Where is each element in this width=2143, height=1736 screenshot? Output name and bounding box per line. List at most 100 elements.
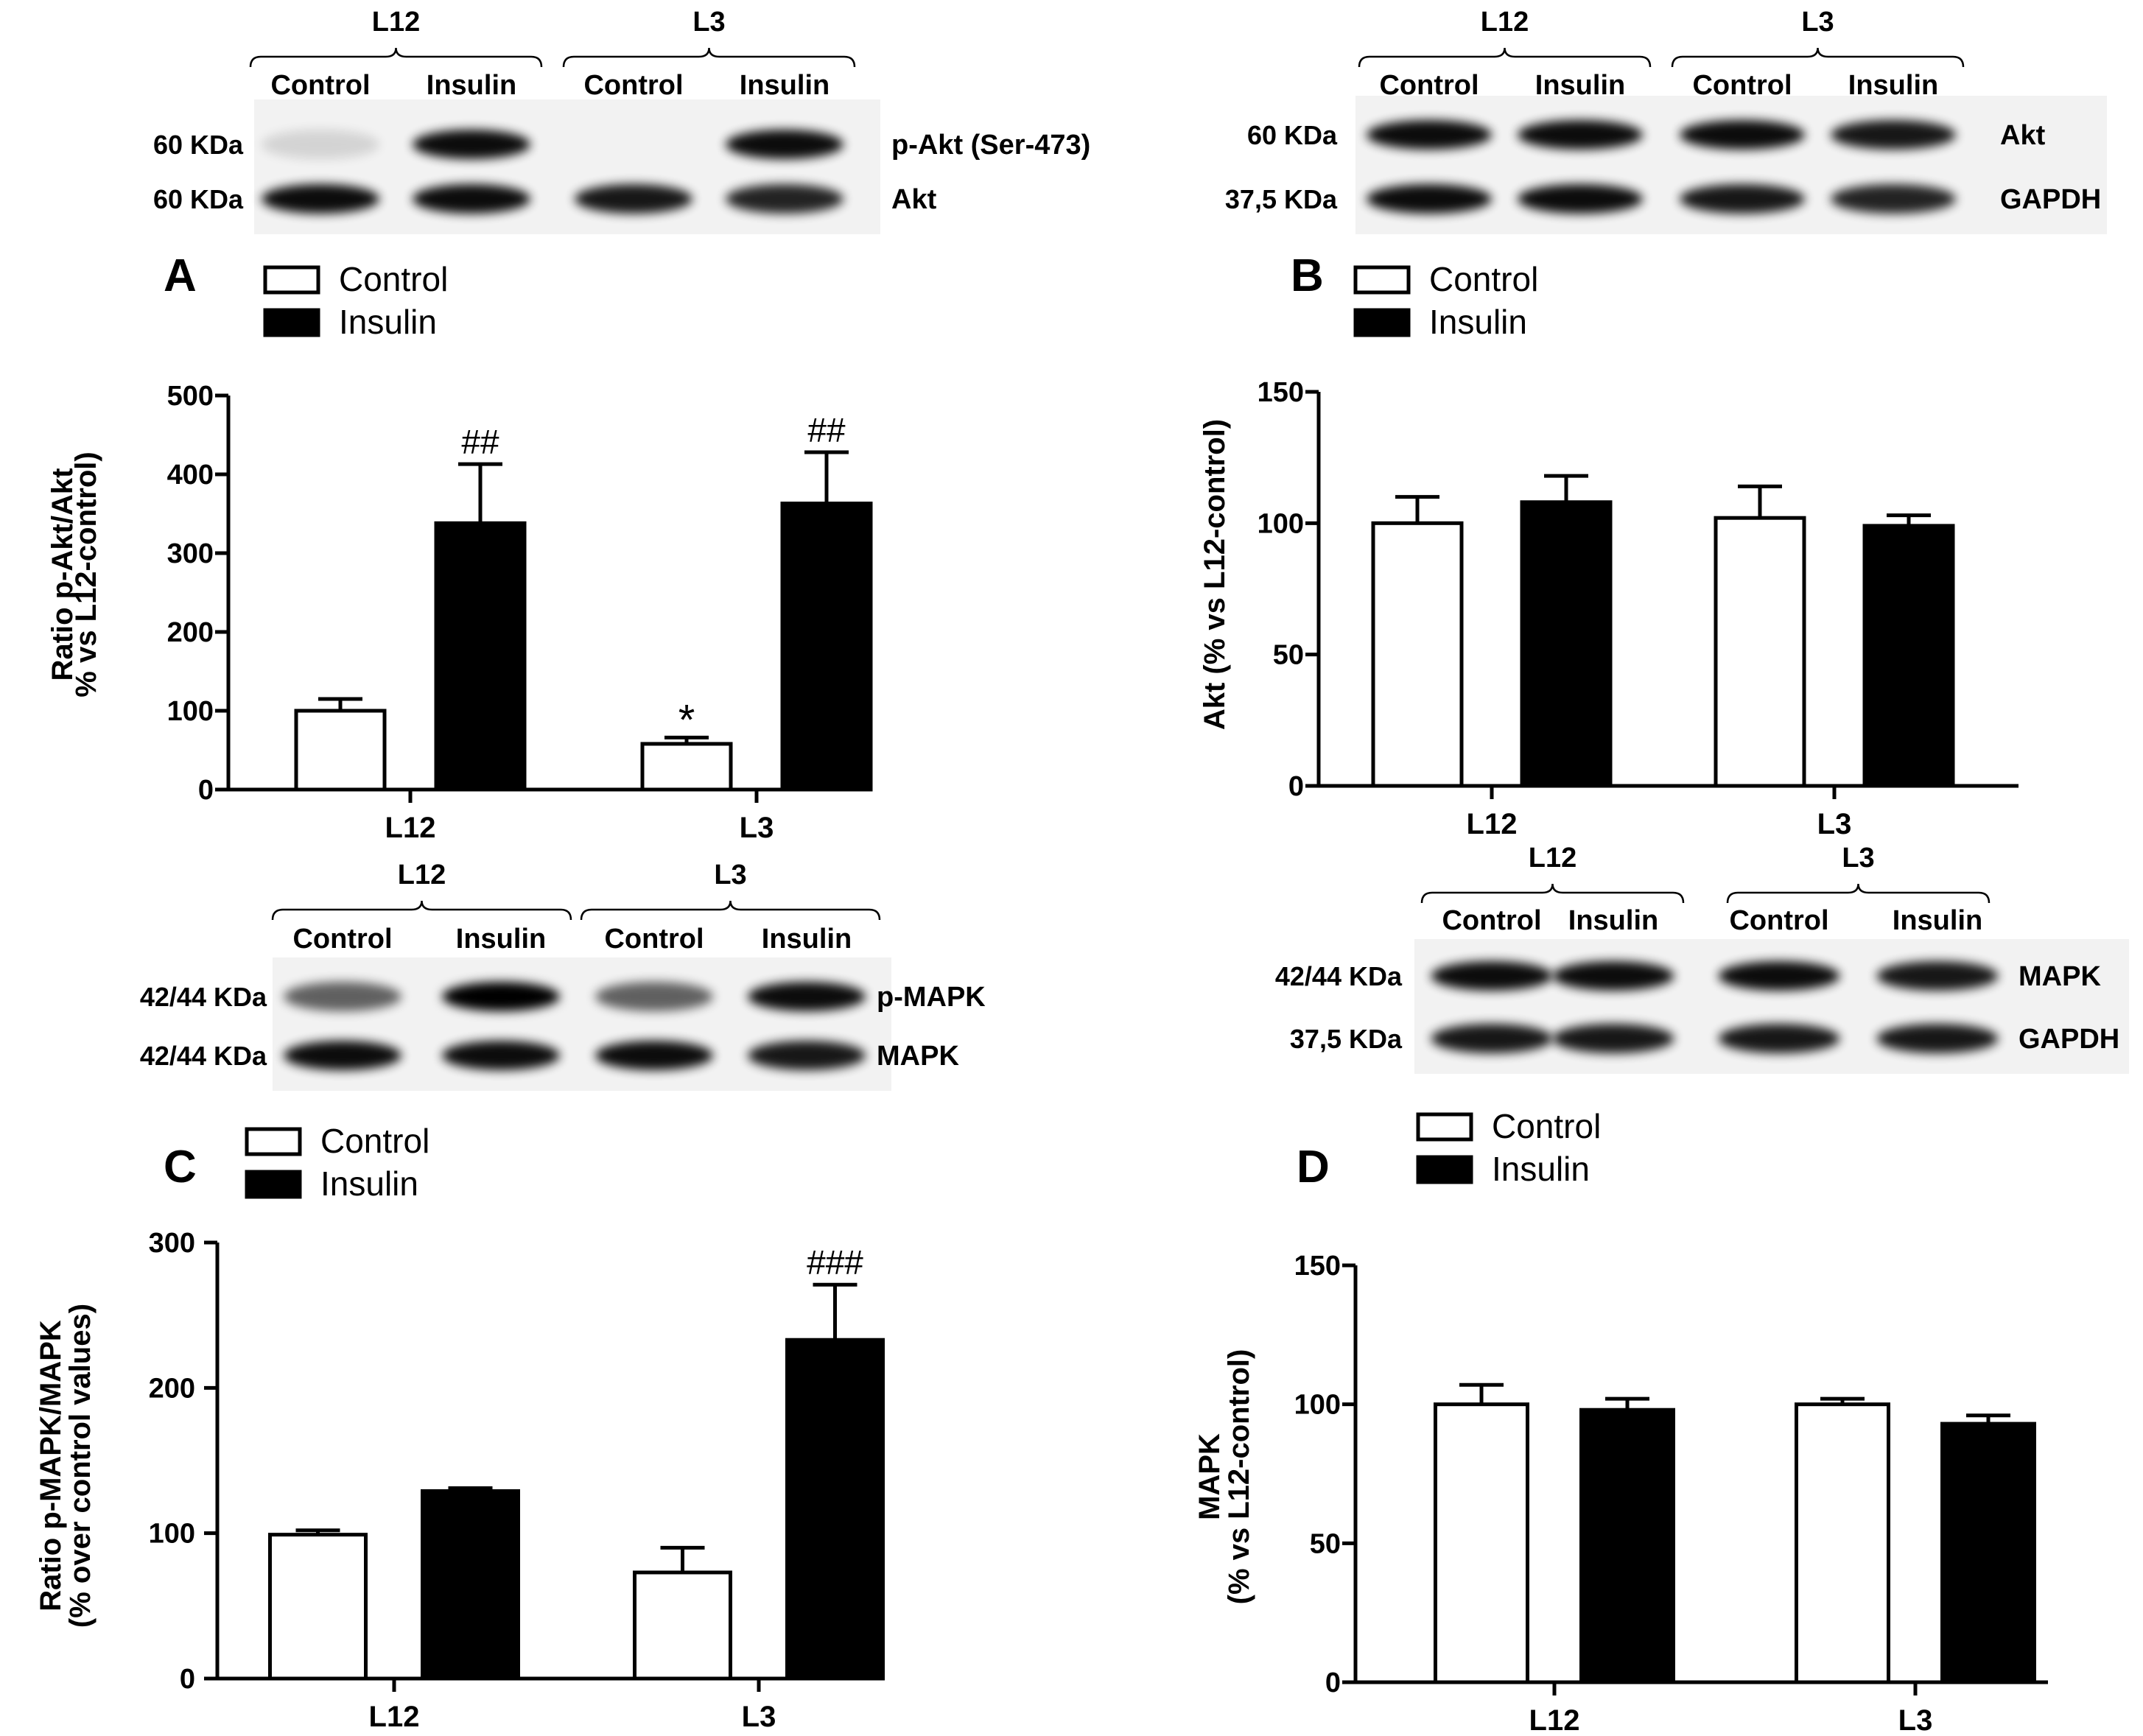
blot-background — [254, 99, 880, 234]
bar-insulin — [434, 521, 527, 792]
blot-band — [1680, 184, 1805, 214]
blot-lane-label: Insulin — [1848, 70, 1938, 101]
blot-lane-label: Insulin — [1893, 905, 1982, 936]
blot-background — [1355, 96, 2107, 234]
group-brace — [1420, 883, 1685, 904]
chart-a: 0 100 200 300 400 500 Ratio p-Akt/Akt% vs L12-… — [46, 381, 873, 844]
blot-lane-label: Control — [1379, 70, 1479, 101]
legend-label: Insulin — [320, 1164, 418, 1203]
blot-lane-label: Insulin — [427, 70, 516, 101]
y-tick-label: 500 — [167, 381, 214, 412]
blot-protein-label: GAPDH — [2019, 1024, 2119, 1055]
blot-band — [442, 982, 560, 1011]
blot-kda-label: 60 KDa — [153, 130, 244, 160]
y-tick-label: 0 — [198, 775, 214, 806]
blot-group-label: L12 — [1529, 843, 1576, 874]
panel-d: L12 L3 Control Insulin Control Insulin 42/44 K… — [1193, 843, 2129, 1736]
legend-label: Insulin — [339, 303, 437, 341]
blot-kda-label: 60 KDa — [1247, 120, 1338, 150]
blot-lane-label: Control — [1442, 905, 1541, 936]
chart-b: 0 50 100 150 Akt (% vs L12-control) L12 L3 — [1199, 377, 2019, 840]
y-tick-label: 100 — [1294, 1390, 1341, 1421]
blot-band — [595, 1041, 713, 1070]
panel-letter: D — [1297, 1142, 1330, 1192]
y-axis-label: Ratio p-MAPK/MAPK — [35, 1320, 67, 1612]
blot-group-label: L12 — [372, 7, 420, 38]
blot-protein-label: Akt — [891, 184, 937, 215]
y-tick-label: 50 — [1273, 640, 1304, 671]
significance-mark: ### — [807, 1243, 863, 1282]
blot-band — [1831, 120, 1956, 150]
x-tick-label: L3 — [742, 1701, 776, 1733]
bar-insulin — [785, 1338, 885, 1681]
bar-insulin — [1579, 1408, 1675, 1684]
blot-band — [726, 130, 843, 159]
blot-group-label: L3 — [1801, 7, 1834, 38]
blot-band — [442, 1041, 560, 1070]
bar-insulin — [780, 502, 873, 792]
legend-label: Control — [339, 260, 448, 298]
legend-swatch — [245, 1170, 302, 1199]
blot-protein-label: MAPK — [2019, 961, 2101, 992]
bar-insulin — [1520, 500, 1613, 788]
legend-swatch — [1353, 308, 1411, 337]
blot-band — [1552, 961, 1674, 991]
blot-band — [262, 130, 379, 159]
significance-mark: ## — [807, 411, 846, 449]
y-axis-label: Ratio p-Akt/Akt — [46, 468, 79, 681]
blot-kda-label: 60 KDa — [153, 184, 244, 214]
legend-label: Insulin — [1492, 1150, 1590, 1188]
y-axis-label: MAPK — [1193, 1433, 1226, 1520]
blot-kda-label: 42/44 KDa — [1275, 961, 1403, 991]
blot-lane-label: Control — [604, 924, 704, 955]
group-brace — [271, 900, 572, 921]
blot-band — [413, 130, 530, 159]
x-tick-label: L3 — [1898, 1704, 1933, 1736]
blot-background — [273, 957, 891, 1091]
x-tick-label: L12 — [369, 1701, 420, 1733]
panel-c: L12 L3 Control Insulin Control Insulin 42/44 K… — [35, 860, 986, 1733]
blot-band — [1552, 1024, 1674, 1053]
blot-band — [1518, 120, 1643, 150]
x-tick-label: L12 — [1467, 808, 1518, 840]
x-tick-label: L3 — [1817, 808, 1852, 840]
blot-lane-label: Insulin — [740, 70, 830, 101]
panel-letter: B — [1291, 250, 1324, 301]
legend-swatch — [263, 308, 320, 337]
bar-insulin — [1940, 1422, 2036, 1684]
blot-band — [284, 1041, 401, 1070]
y-tick-label: 200 — [167, 617, 214, 648]
blot-band — [748, 1041, 866, 1070]
blot-c: L12 L3 Control Insulin Control Insulin 42/44 K… — [140, 860, 986, 1091]
y-tick-label: 300 — [167, 538, 214, 569]
blot-a: L12 L3 Control Insulin Control Insulin 60 KDa p… — [153, 7, 1090, 234]
blot-kda-label: 37,5 KDa — [1290, 1024, 1403, 1054]
blot-band — [726, 184, 843, 214]
chart-c: 0 100 200 300 Ratio p-MAPK/MAPK(% over contr… — [35, 1228, 885, 1733]
blot-band — [413, 184, 530, 214]
y-tick-label: 200 — [149, 1373, 195, 1404]
legend-swatch — [1416, 1155, 1473, 1184]
blot-kda-label: 37,5 KDa — [1225, 184, 1338, 214]
blot-group-label: L3 — [692, 7, 725, 38]
blot-band — [748, 982, 866, 1011]
group-brace — [1726, 883, 1991, 904]
blot-protein-label: GAPDH — [2000, 184, 2101, 215]
blot-band — [1718, 961, 1840, 991]
blot-band — [575, 184, 692, 214]
chart-d: 0 50 100 150 MAPK(% vs L12-control) L12 L3 — [1193, 1251, 2048, 1736]
bar-insulin — [421, 1489, 520, 1681]
y-tick-label: 100 — [167, 696, 214, 727]
blot-lane-label: Control — [1692, 70, 1792, 101]
blot-lane-label: Insulin — [456, 924, 546, 955]
bar-control — [1434, 1402, 1529, 1684]
legend-swatch — [263, 265, 320, 295]
bar-control — [1714, 516, 1806, 788]
legend-label: Insulin — [1429, 303, 1527, 341]
blot-d: L12 L3 Control Insulin Control Insulin 42/44 K… — [1275, 843, 2129, 1074]
blot-band — [1876, 961, 1999, 991]
legend-label: Control — [1429, 260, 1538, 298]
y-tick-label: 0 — [180, 1664, 195, 1695]
blot-lane-label: Control — [270, 70, 370, 101]
